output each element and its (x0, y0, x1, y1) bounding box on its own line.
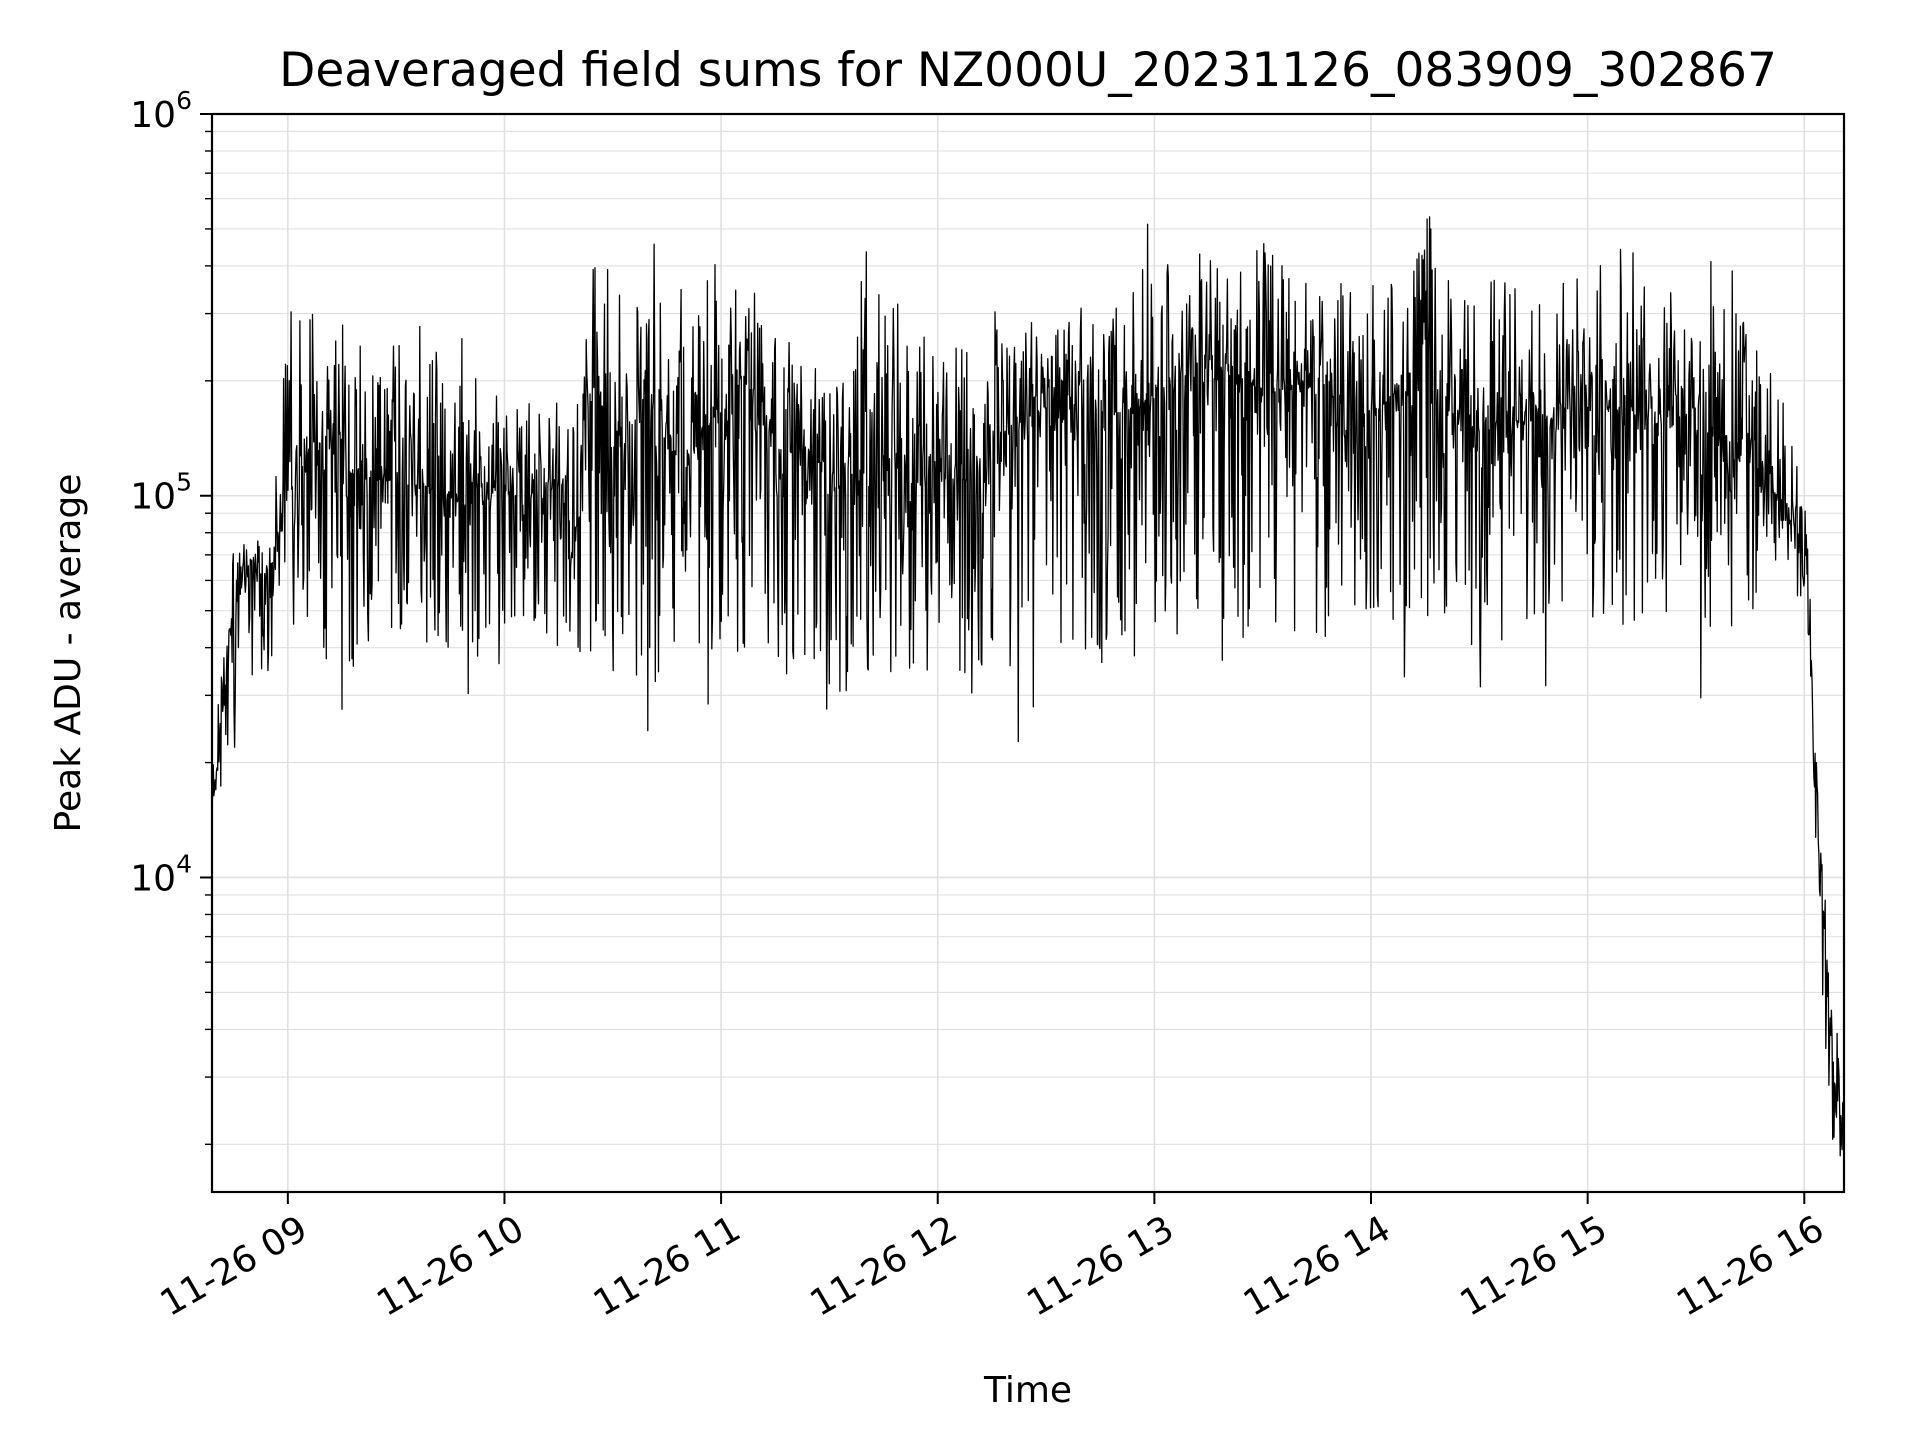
y-tick-label: 104 (130, 849, 192, 899)
y-axis-label: Peak ADU - average (48, 474, 89, 833)
x-axis-label: Time (983, 1370, 1072, 1411)
series-line (212, 216, 1844, 1157)
plot-frame (210, 112, 1846, 1194)
y-tick-base: 10 (130, 95, 176, 136)
y-tick-exponent: 4 (176, 849, 192, 878)
y-tick-base: 10 (130, 477, 176, 518)
y-tick-label: 105 (130, 468, 192, 518)
y-tick-label: 106 (130, 86, 192, 136)
plot-area (212, 216, 1844, 1157)
y-tick-exponent: 5 (176, 468, 192, 497)
series-layer (212, 216, 1844, 1157)
chart-title: Deaveraged field sums for NZ000U_2023112… (279, 43, 1777, 98)
y-tick-base: 10 (130, 858, 176, 899)
y-tick-exponent: 6 (176, 86, 192, 115)
